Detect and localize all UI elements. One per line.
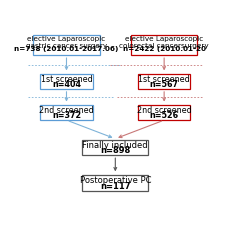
Text: Finally included: Finally included [83,141,148,150]
Text: 1st screened: 1st screened [138,75,190,84]
FancyBboxPatch shape [82,175,148,191]
Text: n=567: n=567 [150,80,179,89]
Text: n=2422 (2010.01-20: n=2422 (2010.01-20 [123,46,206,52]
Text: n=898: n=898 [100,146,130,155]
Text: elective Laparoscopic
gastric cancer surgery: elective Laparoscopic gastric cancer sur… [26,36,107,49]
FancyBboxPatch shape [82,140,148,155]
Text: n=404: n=404 [52,80,81,89]
Text: 1st screened: 1st screened [40,75,92,84]
FancyBboxPatch shape [33,35,100,55]
Text: elective Laparoscopic
colorectal cancersurgery: elective Laparoscopic colorectal cancers… [119,36,209,49]
FancyBboxPatch shape [40,74,93,89]
Text: 2nd screened: 2nd screened [39,106,94,115]
Text: n=372: n=372 [52,111,81,120]
FancyBboxPatch shape [131,35,197,55]
Text: n=117: n=117 [100,182,130,191]
FancyBboxPatch shape [138,105,190,120]
Text: 2nd screened: 2nd screened [137,106,191,115]
Text: n=738 (2010.01-2017.06): n=738 (2010.01-2017.06) [14,46,119,52]
Text: n=526: n=526 [150,111,179,120]
Text: Postoperative PC: Postoperative PC [80,176,151,185]
FancyBboxPatch shape [40,105,93,120]
FancyBboxPatch shape [138,74,190,89]
